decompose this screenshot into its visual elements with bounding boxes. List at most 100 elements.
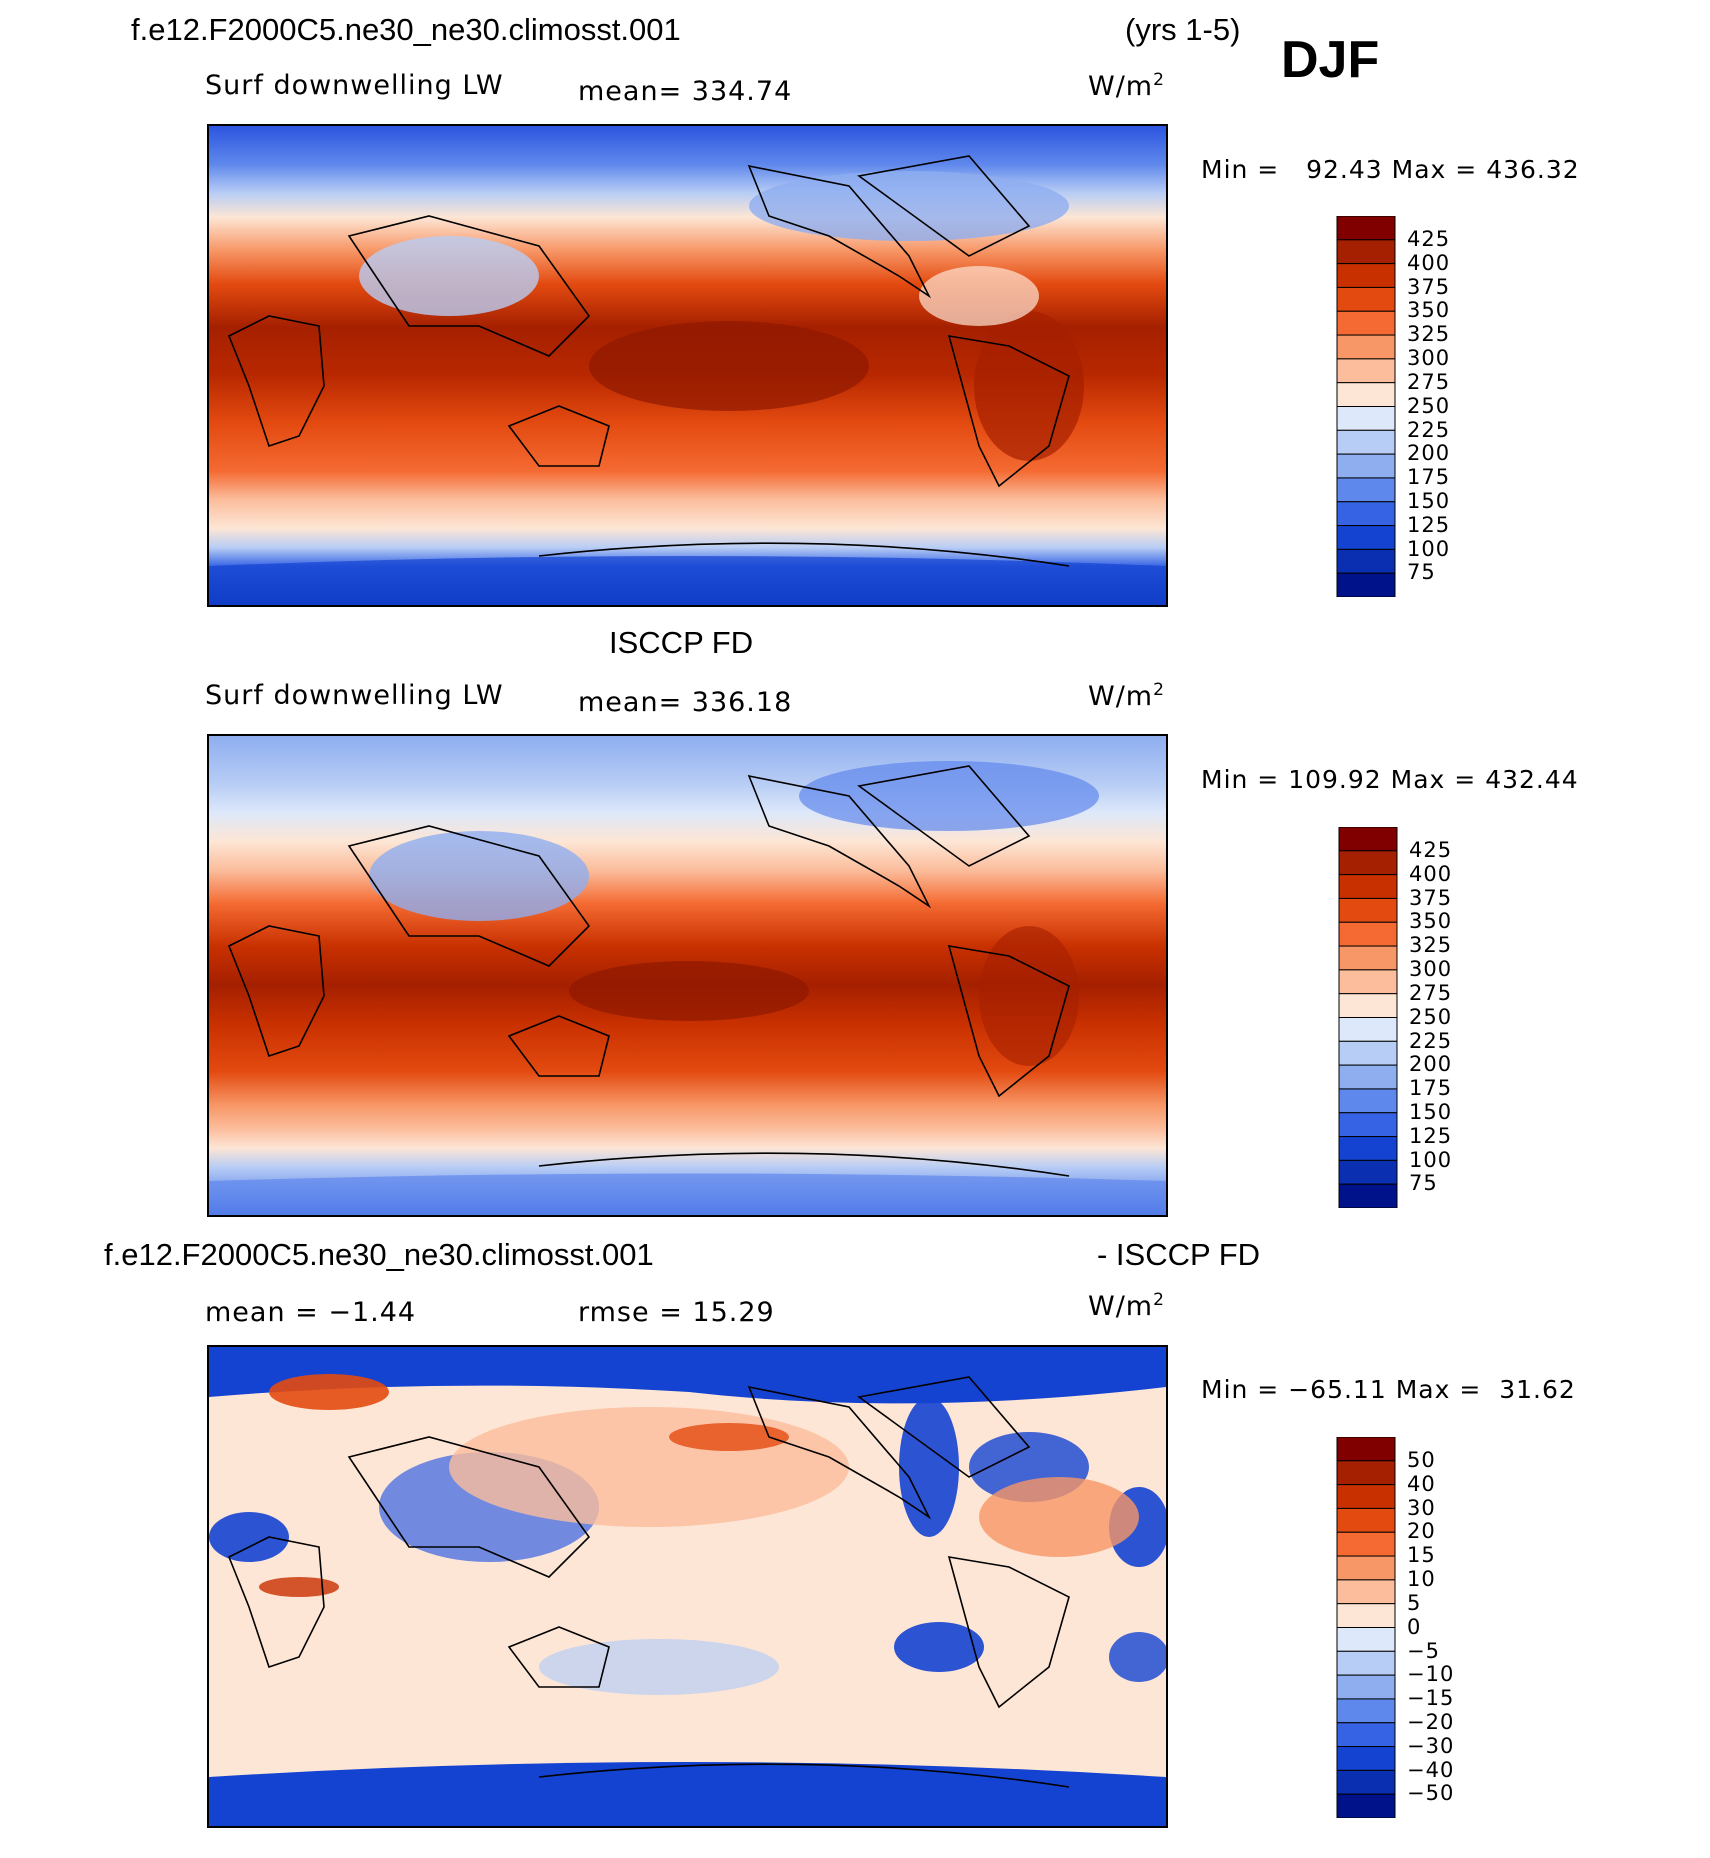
- colorbar-swatch: [1336, 1722, 1396, 1748]
- panel2-colorbar-swatches: [1338, 826, 1398, 1209]
- colorbar-label: −50: [1407, 1781, 1455, 1806]
- panel2-mean-label: mean= 336.18: [578, 687, 793, 718]
- colorbar-swatch: [1336, 358, 1396, 384]
- colorbar-label: 275: [1407, 369, 1451, 394]
- colorbar-label: 75: [1409, 1171, 1438, 1196]
- panel2-map-field: [209, 736, 1166, 1215]
- colorbar-swatch: [1336, 1484, 1396, 1509]
- colorbar-label: 425: [1407, 227, 1451, 251]
- colorbar-label: 10: [1407, 1567, 1436, 1592]
- panel3-colorbar-swatches: [1336, 1436, 1396, 1819]
- colorbar-swatch: [1338, 1064, 1398, 1090]
- colorbar-label: 325: [1409, 933, 1453, 958]
- colorbar-swatch: [1336, 406, 1396, 431]
- colorbar-swatch: [1336, 1650, 1396, 1676]
- colorbar-label: −20: [1407, 1709, 1455, 1734]
- panel2-units: W/m2: [1088, 680, 1165, 712]
- colorbar-label: 0: [1407, 1614, 1422, 1639]
- years-label: (yrs 1-5): [1125, 12, 1241, 47]
- colorbar-label: 300: [1407, 346, 1451, 371]
- panel2-minmax: Min = 109.92 Max = 432.44: [1201, 765, 1579, 794]
- panel3-mean-label: mean = −1.44: [205, 1297, 417, 1328]
- colorbar-swatch: [1338, 1040, 1398, 1066]
- colorbar-swatch: [1336, 382, 1396, 408]
- colorbar-label: −10: [1407, 1662, 1455, 1687]
- colorbar-swatch: [1336, 239, 1396, 265]
- colorbar-swatch: [1338, 897, 1398, 923]
- colorbar-label: 100: [1407, 536, 1451, 561]
- colorbar-swatch: [1338, 1112, 1398, 1138]
- colorbar-label: 15: [1407, 1543, 1436, 1568]
- colorbar-label: 30: [1407, 1495, 1436, 1520]
- colorbar-swatch: [1336, 1531, 1396, 1557]
- colorbar-label: 250: [1407, 393, 1451, 418]
- colorbar-swatch: [1336, 1460, 1396, 1486]
- colorbar-label: 40: [1407, 1471, 1436, 1496]
- panel1-variable-label: Surf downwelling LW: [205, 70, 504, 101]
- colorbar-swatch: [1336, 1507, 1396, 1533]
- colorbar-label: 375: [1409, 885, 1453, 910]
- colorbar-label: 100: [1409, 1147, 1453, 1172]
- panel3-map-field: [209, 1347, 1166, 1826]
- colorbar-swatch: [1336, 286, 1396, 312]
- colorbar-swatch: [1336, 1746, 1396, 1771]
- colorbar-label: 425: [1409, 838, 1453, 862]
- colorbar-label: 275: [1409, 980, 1453, 1005]
- colorbar-swatch: [1336, 1555, 1396, 1581]
- colorbar-swatch: [1336, 572, 1396, 598]
- colorbar-swatch: [1336, 1603, 1396, 1629]
- colorbar-label: 325: [1407, 322, 1451, 347]
- colorbar-label: 150: [1407, 488, 1451, 513]
- colorbar-label: 400: [1409, 861, 1453, 886]
- colorbar-label: 200: [1407, 441, 1451, 466]
- case-title: f.e12.F2000C5.ne30_ne30.climosst.001: [131, 12, 681, 47]
- colorbar-label: 175: [1407, 465, 1451, 490]
- colorbar-swatch: [1336, 1436, 1396, 1462]
- colorbar-swatch: [1338, 969, 1398, 995]
- colorbar-label: 125: [1409, 1123, 1453, 1148]
- colorbar-swatch: [1336, 1579, 1396, 1605]
- panel3-rmse-label: rmse = 15.29: [578, 1297, 775, 1328]
- colorbar-swatch: [1338, 1183, 1398, 1209]
- panel1-map-field: [209, 126, 1166, 605]
- season-label: DJF: [1281, 31, 1380, 89]
- colorbar-swatch: [1338, 1159, 1398, 1185]
- panel3-units: W/m2: [1088, 1290, 1165, 1322]
- colorbar-label: 200: [1409, 1052, 1453, 1077]
- colorbar-label: 250: [1409, 1004, 1453, 1029]
- colorbar-label: 375: [1407, 274, 1451, 299]
- colorbar-swatch: [1336, 548, 1396, 574]
- colorbar-swatch: [1338, 850, 1398, 876]
- colorbar-label: 150: [1409, 1099, 1453, 1124]
- colorbar-swatch: [1338, 874, 1398, 899]
- panel3-title-left: f.e12.F2000C5.ne30_ne30.climosst.001: [104, 1237, 654, 1272]
- panel2-title: ISCCP FD: [609, 625, 754, 660]
- colorbar-swatch: [1338, 1136, 1398, 1161]
- colorbar-swatch: [1336, 501, 1396, 527]
- colorbar-label: 350: [1407, 298, 1451, 323]
- colorbar-swatch: [1338, 945, 1398, 971]
- colorbar-label: 400: [1407, 250, 1451, 275]
- panel3-map: [207, 1345, 1168, 1828]
- colorbar-swatch: [1336, 310, 1396, 336]
- colorbar-swatch: [1338, 921, 1398, 947]
- colorbar-label: 225: [1407, 417, 1451, 442]
- panel1-minmax: Min = 92.43 Max = 436.32: [1201, 155, 1580, 184]
- panel3-colorbar: [1336, 1436, 1456, 1819]
- colorbar-swatch: [1336, 1698, 1396, 1724]
- colorbar-label: 350: [1409, 909, 1453, 934]
- colorbar-label: 20: [1407, 1519, 1436, 1544]
- colorbar-swatch: [1336, 525, 1396, 550]
- colorbar-label: −5: [1407, 1638, 1440, 1663]
- colorbar-label: 5: [1407, 1590, 1422, 1615]
- panel2-colorbar: [1338, 826, 1458, 1209]
- panel1-colorbar: [1336, 215, 1456, 598]
- colorbar-swatch: [1336, 215, 1396, 241]
- panel2-map: [207, 734, 1168, 1217]
- colorbar-swatch: [1336, 334, 1396, 360]
- colorbar-label: −15: [1407, 1686, 1455, 1711]
- colorbar-label: 300: [1409, 957, 1453, 982]
- colorbar-swatch: [1338, 993, 1398, 1019]
- panel1-units: W/m2: [1088, 70, 1165, 102]
- colorbar-swatch: [1336, 1674, 1396, 1700]
